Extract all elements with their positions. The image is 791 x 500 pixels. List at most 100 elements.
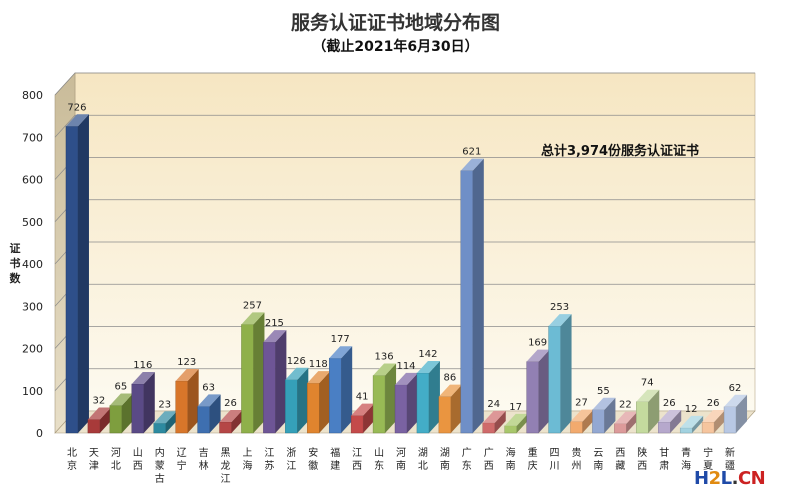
bar-front	[679, 427, 693, 434]
bar-front	[175, 380, 188, 434]
bar-side	[165, 411, 177, 433]
value-label: 26	[224, 398, 237, 409]
watermark-dot: .	[731, 468, 739, 489]
bar-top	[153, 411, 177, 424]
value-label: 17	[509, 402, 522, 413]
bar-front	[153, 423, 166, 434]
value-label: 55	[597, 386, 610, 397]
bar	[350, 403, 375, 434]
bar-side	[648, 389, 660, 433]
value-label: 62	[729, 383, 742, 394]
x-tick-label: 福建	[330, 446, 340, 472]
watermark-2: 2	[708, 468, 722, 489]
x-tick-label: 浙江	[286, 447, 296, 472]
y-axis-title-char: 证	[10, 242, 21, 255]
bar-front	[65, 126, 79, 434]
bar-top	[548, 314, 572, 327]
bar	[87, 407, 111, 434]
x-tick-label: 陕西	[637, 446, 647, 472]
bar	[307, 371, 331, 434]
bar	[636, 389, 660, 434]
bar-front	[416, 372, 430, 434]
bar-top	[307, 371, 331, 384]
bars	[65, 114, 748, 434]
bar-top	[131, 371, 155, 384]
bar-side	[407, 372, 418, 433]
x-tick-label: 上海	[242, 447, 252, 472]
bar-top	[636, 389, 660, 402]
bar	[438, 384, 462, 434]
x-tick-label: 山东	[374, 447, 384, 472]
x-tick-label: 吉林	[199, 447, 209, 472]
bar-side	[428, 361, 440, 433]
bar-top	[416, 361, 440, 374]
bar	[65, 114, 89, 434]
x-tick-label: 重庆	[528, 446, 538, 472]
bar	[658, 410, 682, 434]
bar-side	[77, 114, 89, 433]
x-tick-label: 贵州	[571, 446, 581, 472]
bar	[131, 371, 155, 434]
bar-top	[241, 312, 265, 325]
bar-top	[724, 394, 748, 407]
bar-side	[99, 407, 111, 433]
bar-side	[472, 158, 484, 433]
value-label: 726	[67, 102, 86, 113]
x-tick-label: 海南	[506, 446, 516, 472]
bar-side	[494, 410, 506, 433]
bar-front	[263, 341, 276, 434]
value-label: 116	[133, 360, 152, 371]
bar	[482, 410, 506, 434]
x-tick-label: 湖南	[440, 447, 450, 472]
chart-subtitle: （截止2021年6月30日）	[312, 39, 479, 55]
bar	[109, 393, 133, 434]
x-tick-label: 天津	[89, 448, 99, 472]
bar-side	[736, 394, 748, 433]
bar	[614, 411, 638, 434]
bar	[504, 413, 528, 434]
value-label: 12	[685, 404, 698, 415]
x-tick-label: 四川	[550, 448, 560, 472]
bar-front	[197, 406, 210, 434]
value-label: 22	[619, 400, 632, 411]
value-label: 26	[663, 398, 676, 409]
y-tick-label: 500	[22, 216, 43, 229]
bar	[285, 367, 309, 434]
y-tick-label: 100	[22, 385, 43, 398]
y-tick-label: 600	[22, 174, 43, 187]
watermark-l: L	[720, 468, 732, 489]
value-label: 114	[396, 361, 415, 372]
bar-side	[670, 410, 682, 433]
value-label: 23	[158, 399, 171, 410]
value-label: 177	[331, 334, 350, 345]
x-tick-label: 北京	[67, 447, 77, 472]
bar-front	[592, 409, 605, 434]
grid-line	[54, 114, 755, 138]
bar	[416, 361, 440, 434]
x-tick-label: 青海	[681, 446, 691, 472]
bar-front	[701, 421, 715, 434]
y-axis-title-char: 数	[10, 271, 22, 285]
x-tick-label: 内蒙古	[155, 446, 165, 485]
bar-front	[350, 415, 364, 434]
x-tick-label: 西藏	[615, 448, 625, 472]
bar-top	[614, 411, 638, 424]
bar-front	[504, 425, 517, 434]
bar-top	[197, 394, 221, 407]
bar-front	[438, 396, 452, 434]
bar-top	[219, 410, 243, 423]
value-label: 621	[462, 147, 481, 158]
bar-front	[241, 324, 254, 434]
x-tick-label: 江西	[352, 447, 362, 472]
x-tick-label: 新疆	[725, 446, 735, 472]
x-tick-label: 河南	[396, 447, 406, 472]
value-label: 26	[707, 398, 720, 409]
bar-top	[592, 397, 616, 410]
bar-side	[231, 410, 243, 433]
bar-side	[187, 369, 199, 433]
x-tick-label: 甘肃	[659, 446, 669, 472]
bar-front	[109, 405, 123, 434]
